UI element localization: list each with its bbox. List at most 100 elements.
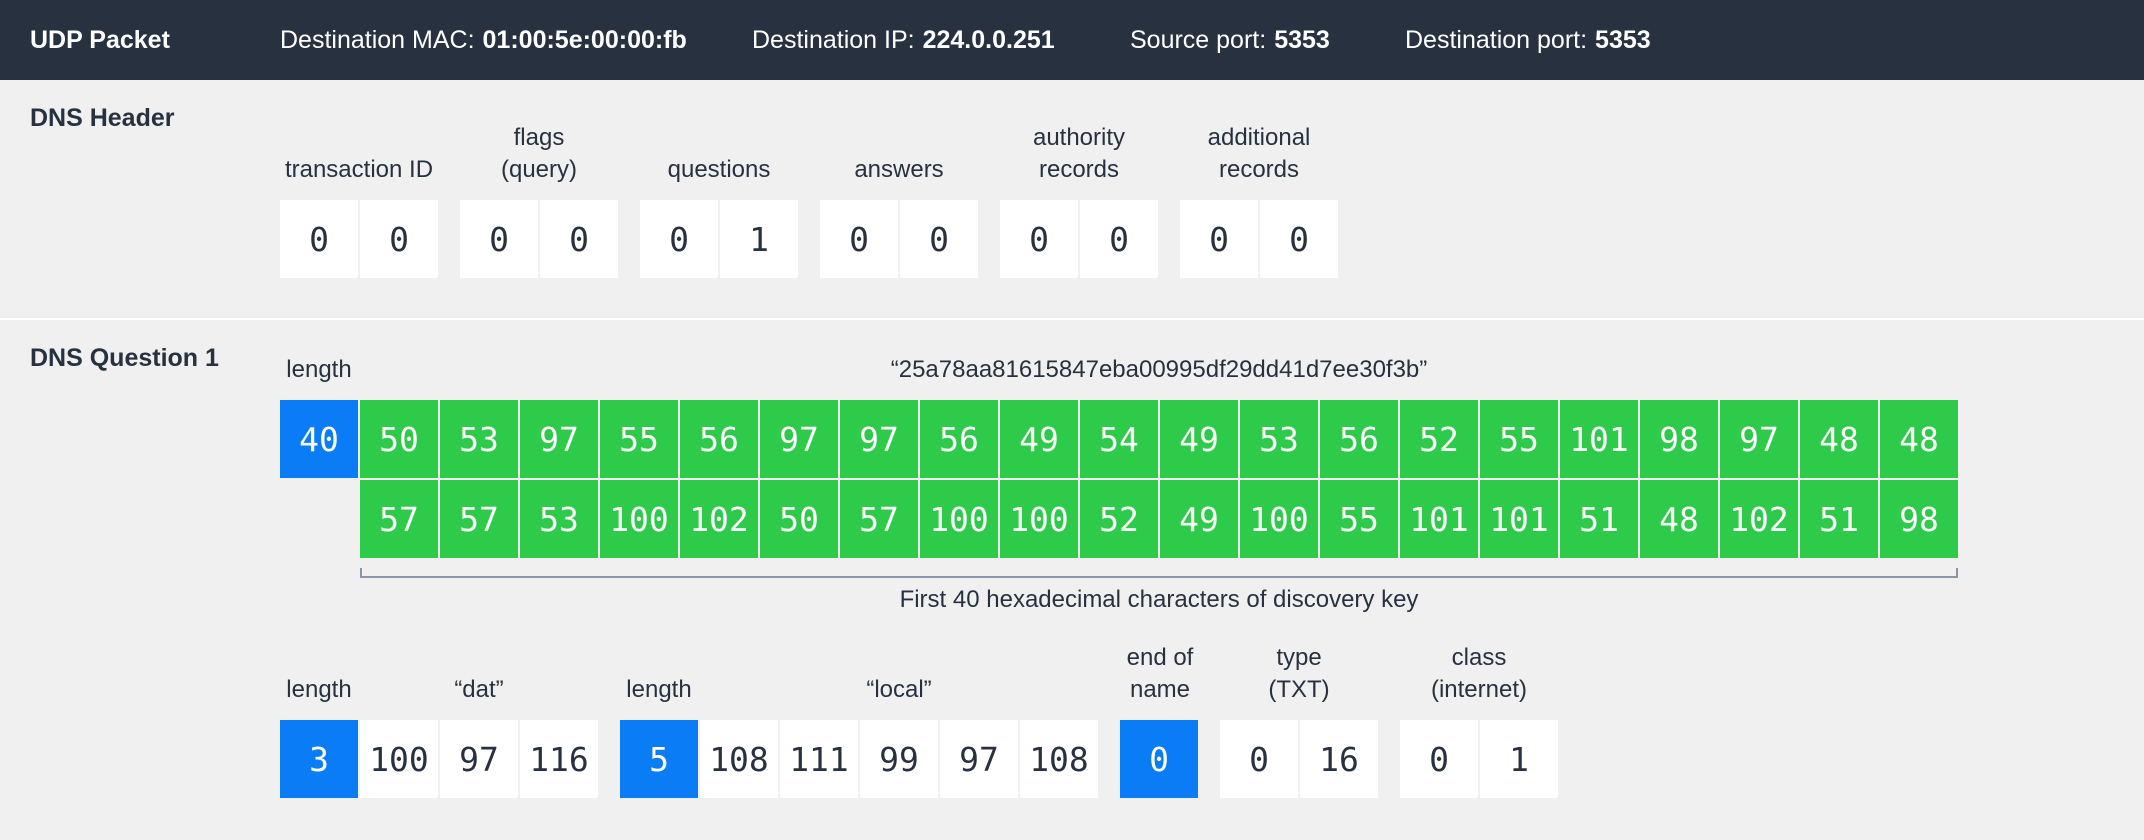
discovery-key-byte: 101: [1400, 480, 1478, 558]
questions-byte: 0: [640, 200, 718, 278]
destination-port-field: Destination port: 5353: [1405, 0, 1651, 80]
destination-ip-label: Destination IP:: [752, 26, 915, 54]
destination-ip-value: 224.0.0.251: [922, 26, 1055, 54]
destination-port-label: Destination port:: [1405, 26, 1588, 54]
discovery-key-byte: 53: [1240, 400, 1318, 478]
discovery-key-byte: 49: [1160, 480, 1238, 558]
discovery-key-byte: 97: [840, 400, 918, 478]
additional-records-byte: 0: [1260, 200, 1338, 278]
discovery-key-byte: 49: [1160, 400, 1238, 478]
local-length-byte: 5: [620, 720, 698, 798]
source-port-label: Source port:: [1130, 26, 1267, 54]
destination-ip-field: Destination IP: 224.0.0.251: [752, 0, 1055, 80]
discovery-key-byte: 54: [1080, 400, 1158, 478]
discovery-key-caption: First 40 hexadecimal characters of disco…: [899, 586, 1419, 613]
discovery-key-byte: 102: [680, 480, 758, 558]
udp-packet-bar: UDP Packet Destination MAC: 01:00:5e:00:0…: [0, 0, 2144, 80]
transaction-id-label: transaction ID: [284, 156, 434, 183]
discovery-key-byte: 100: [1000, 480, 1078, 558]
discovery-key-byte: 55: [1480, 400, 1558, 478]
additional-records-byte: 0: [1180, 200, 1258, 278]
local-length-label: length: [626, 676, 692, 703]
section-divider: [0, 318, 2144, 320]
discovery-key-byte: 97: [1720, 400, 1798, 478]
destination-mac-label: Destination MAC:: [280, 26, 475, 54]
answers-label: answers: [854, 156, 944, 183]
name-length-label: length: [286, 356, 352, 383]
discovery-key-byte: 55: [600, 400, 678, 478]
destination-mac-field: Destination MAC: 01:00:5e:00:00:fb: [280, 0, 687, 80]
dat-byte: 97: [440, 720, 518, 798]
discovery-key-byte: 55: [1320, 480, 1398, 558]
source-port-field: Source port: 5353: [1130, 0, 1330, 80]
flags-byte: 0: [540, 200, 618, 278]
authority-records-byte: 0: [1080, 200, 1158, 278]
discovery-key-byte: 52: [1400, 400, 1478, 478]
udp-packet-title: UDP Packet: [30, 26, 170, 54]
discovery-key-byte: 57: [840, 480, 918, 558]
discovery-key-byte: 57: [360, 480, 438, 558]
type-byte: 0: [1220, 720, 1298, 798]
discovery-key-byte: 56: [1320, 400, 1398, 478]
discovery-key-byte: 51: [1560, 480, 1638, 558]
authority-records-label: authority records: [1032, 124, 1126, 183]
local-byte: 99: [860, 720, 938, 798]
discovery-key-byte: 102: [1720, 480, 1798, 558]
dat-byte: 100: [360, 720, 438, 798]
type-label: type (TXT): [1268, 644, 1330, 703]
answers-byte: 0: [820, 200, 898, 278]
dat-length-byte: 3: [280, 720, 358, 798]
discovery-key-byte: 97: [760, 400, 838, 478]
authority-records-byte: 0: [1000, 200, 1078, 278]
discovery-key-byte: 48: [1640, 480, 1718, 558]
discovery-key-byte: 101: [1480, 480, 1558, 558]
discovery-key-byte: 100: [920, 480, 998, 558]
dat-length-label: length: [286, 676, 352, 703]
flags-label: flags (query): [500, 124, 578, 183]
discovery-key-byte: 50: [760, 480, 838, 558]
class-label: class (internet): [1430, 644, 1528, 703]
discovery-key-byte: 98: [1640, 400, 1718, 478]
end-of-name-byte: 0: [1120, 720, 1198, 798]
discovery-key-byte: 48: [1800, 400, 1878, 478]
discovery-key-byte: 56: [680, 400, 758, 478]
transaction-id-byte: 0: [280, 200, 358, 278]
discovery-key-byte: 53: [520, 480, 598, 558]
destination-mac-value: 01:00:5e:00:00:fb: [482, 26, 687, 54]
discovery-key-byte: 53: [440, 400, 518, 478]
discovery-key-byte: 100: [1240, 480, 1318, 558]
type-byte: 16: [1300, 720, 1378, 798]
end-of-name-label: end of name: [1126, 644, 1194, 703]
destination-port-value: 5353: [1595, 26, 1651, 54]
discovery-key-byte: 52: [1080, 480, 1158, 558]
local-string-label: “local”: [866, 676, 932, 703]
class-byte: 1: [1480, 720, 1558, 798]
questions-byte: 1: [720, 200, 798, 278]
discovery-key-byte: 101: [1560, 400, 1638, 478]
dns-question-title: DNS Question 1: [30, 344, 219, 372]
discovery-key-string-label: “25a78aa81615847eba00995df29dd41d7ee30f3…: [890, 356, 1428, 383]
discovery-key-byte: 56: [920, 400, 998, 478]
class-byte: 0: [1400, 720, 1478, 798]
local-byte: 97: [940, 720, 1018, 798]
discovery-key-byte: 49: [1000, 400, 1078, 478]
questions-label: questions: [667, 156, 771, 183]
transaction-id-byte: 0: [360, 200, 438, 278]
dat-byte: 116: [520, 720, 598, 798]
dns-header-title: DNS Header: [30, 104, 175, 132]
discovery-key-byte: 97: [520, 400, 598, 478]
local-byte: 108: [700, 720, 778, 798]
dat-string-label: “dat”: [454, 676, 504, 703]
discovery-key-byte: 50: [360, 400, 438, 478]
answers-byte: 0: [900, 200, 978, 278]
flags-byte: 0: [460, 200, 538, 278]
name-length-byte: 40: [280, 400, 358, 478]
local-byte: 108: [1020, 720, 1098, 798]
source-port-value: 5353: [1274, 26, 1330, 54]
discovery-key-byte: 57: [440, 480, 518, 558]
local-byte: 111: [780, 720, 858, 798]
discovery-key-byte: 48: [1880, 400, 1958, 478]
discovery-key-byte: 100: [600, 480, 678, 558]
discovery-key-bracket: [360, 568, 1958, 578]
discovery-key-byte: 98: [1880, 480, 1958, 558]
